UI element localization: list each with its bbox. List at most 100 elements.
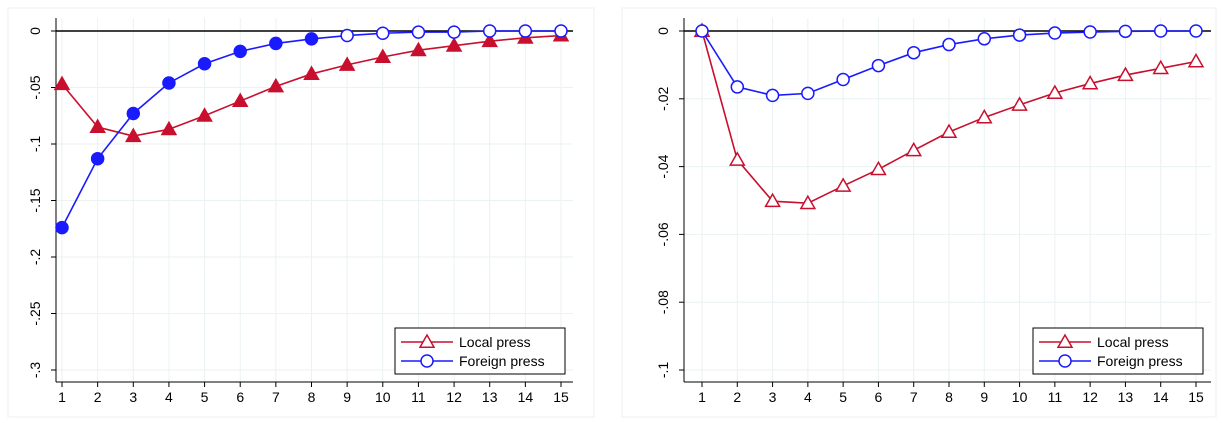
data-point: [799, 194, 817, 210]
x-tick-label: 8: [308, 389, 316, 405]
y-tick-label: -.15: [27, 188, 43, 212]
y-tick-label: -.2: [27, 249, 43, 266]
data-point: [906, 45, 921, 60]
x-tick-label: 10: [1012, 389, 1028, 405]
data-point: [89, 118, 106, 134]
data-point: [269, 36, 283, 51]
y-tick-label: -.02: [655, 87, 671, 111]
y-tick-label: 0: [655, 27, 671, 35]
data-point: [233, 44, 247, 59]
data-point: [55, 220, 69, 235]
data-point: [1187, 52, 1205, 68]
x-tick-label: 2: [733, 389, 741, 405]
data-point: [870, 160, 887, 176]
data-point: [338, 56, 356, 71]
legend-marker: [418, 333, 436, 348]
data-point: [518, 24, 533, 38]
legend-label: Local press: [1097, 334, 1169, 350]
x-tick-label: 12: [1082, 389, 1098, 405]
data-point: [410, 41, 427, 57]
x-tick-label: 5: [839, 389, 847, 405]
y-tick-label: 0: [27, 27, 43, 35]
data-point: [90, 151, 105, 166]
y-tick-label: -.06: [655, 222, 671, 246]
x-tick-label: 7: [910, 389, 918, 405]
y-tick-label: -.25: [27, 301, 43, 325]
x-tick-label: 13: [482, 389, 498, 405]
x-tick-label: 1: [698, 389, 706, 405]
data-point: [304, 32, 319, 46]
data-point: [1189, 24, 1203, 38]
x-tick-label: 3: [129, 389, 137, 405]
legend-label: Foreign press: [459, 353, 545, 369]
data-point: [162, 76, 176, 90]
data-point: [836, 72, 850, 87]
legend-label: Local press: [459, 334, 531, 350]
data-point: [728, 151, 746, 166]
legend-marker: [420, 354, 434, 368]
data-point: [340, 28, 354, 43]
y-tick-label: -.04: [655, 154, 671, 178]
data-point: [905, 141, 923, 157]
data-point: [1153, 24, 1168, 38]
data-point: [196, 107, 213, 122]
data-point: [445, 37, 463, 52]
data-point: [871, 58, 886, 73]
data-point: [730, 80, 745, 94]
x-tick-label: 6: [875, 389, 883, 405]
x-tick-label: 7: [272, 389, 280, 405]
data-point: [1046, 84, 1064, 100]
x-tick-label: 15: [553, 389, 569, 405]
x-tick-label: 4: [165, 389, 173, 405]
series-foreign-press: [695, 24, 1203, 103]
data-point: [126, 106, 141, 121]
x-tick-label: 10: [375, 389, 391, 405]
data-point: [1081, 75, 1099, 90]
y-tick-label: -.1: [655, 362, 671, 379]
data-point: [160, 120, 178, 136]
legend-marker: [1056, 333, 1074, 348]
data-point: [231, 92, 249, 108]
legend-marker: [1058, 354, 1072, 368]
data-point: [1117, 66, 1134, 82]
x-tick-label: 2: [94, 389, 102, 405]
data-point: [1152, 59, 1170, 75]
data-point: [53, 75, 71, 91]
data-point: [303, 65, 320, 80]
data-point: [801, 86, 815, 101]
data-point: [447, 25, 461, 39]
x-tick-label: 11: [411, 389, 426, 405]
x-tick-label: 14: [1153, 389, 1169, 405]
x-tick-label: 3: [769, 389, 777, 405]
data-point: [376, 26, 390, 41]
x-tick-label: 9: [980, 389, 988, 405]
data-point: [940, 123, 958, 139]
data-point: [1012, 28, 1027, 42]
x-tick-label: 9: [343, 389, 351, 405]
data-point: [977, 32, 992, 46]
data-point: [975, 108, 993, 124]
data-point: [695, 24, 709, 38]
legend-label: Foreign press: [1097, 353, 1183, 369]
data-point: [267, 77, 285, 93]
data-point: [1011, 96, 1028, 111]
x-tick-label: 8: [945, 389, 953, 405]
data-point: [482, 24, 497, 38]
legend: Local press Foreign press: [394, 327, 566, 375]
y-tick-label: -.08: [655, 290, 671, 314]
data-point: [765, 88, 780, 103]
series-local-press: [53, 27, 570, 143]
data-point: [764, 192, 781, 208]
chart-panel-1: 0-.05-.1-.15-.2-.25-.31 2 3 4 5 6 7 8 9 10 11 12 13 1…: [7, 7, 595, 418]
data-point: [197, 57, 212, 71]
x-tick-label: 14: [518, 389, 534, 405]
data-point: [374, 48, 392, 63]
y-tick-label: -.05: [27, 75, 43, 99]
data-point: [1048, 26, 1062, 40]
x-tick-label: 4: [804, 389, 812, 405]
x-tick-label: 13: [1118, 389, 1134, 405]
x-tick-label: 6: [236, 389, 244, 405]
y-tick-label: -.1: [27, 136, 43, 153]
